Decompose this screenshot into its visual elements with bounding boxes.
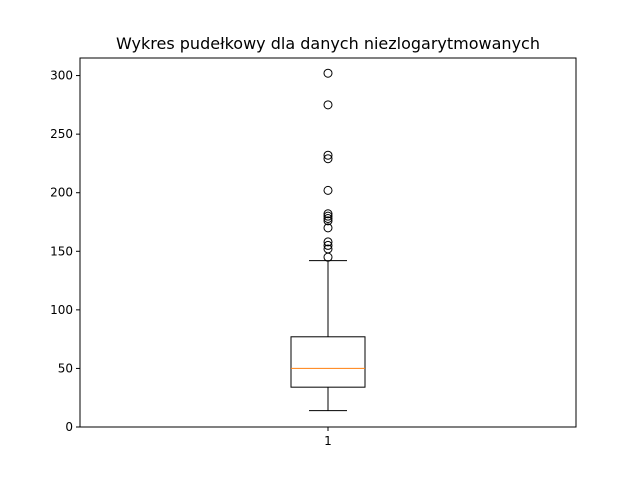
plot-area [79,57,577,428]
outlier-point [323,68,333,78]
y-tick-label: 200 [50,186,73,200]
outlier-point [323,100,333,110]
y-tick-label: 50 [58,361,73,375]
outlier-point [323,240,333,250]
outlier-point [323,216,333,226]
outlier-point [323,209,333,219]
y-tick-label: 250 [50,127,73,141]
x-tick-label: 1 [324,434,332,448]
y-tick-label: 0 [65,420,73,434]
y-tick-label: 150 [50,244,73,258]
outlier-point [323,223,333,233]
outlier-point [323,213,333,223]
outlier-point [323,211,333,221]
outlier-point [323,185,333,195]
outlier-point [323,237,333,247]
outlier-point [323,252,333,262]
chart-title: Wykres pudełkowy dla danych niezlogarytm… [116,34,540,53]
y-tick-label: 300 [50,69,73,83]
x-axis: 1 [324,427,332,448]
iqr-box [290,336,366,388]
outlier-point [323,150,333,160]
outlier-point [323,154,333,164]
outlier-point [323,244,333,254]
y-axis: 0 50 100 150 200 250 300 [50,69,80,434]
box-plot-marks [290,68,366,412]
y-tick-label: 100 [50,303,73,317]
